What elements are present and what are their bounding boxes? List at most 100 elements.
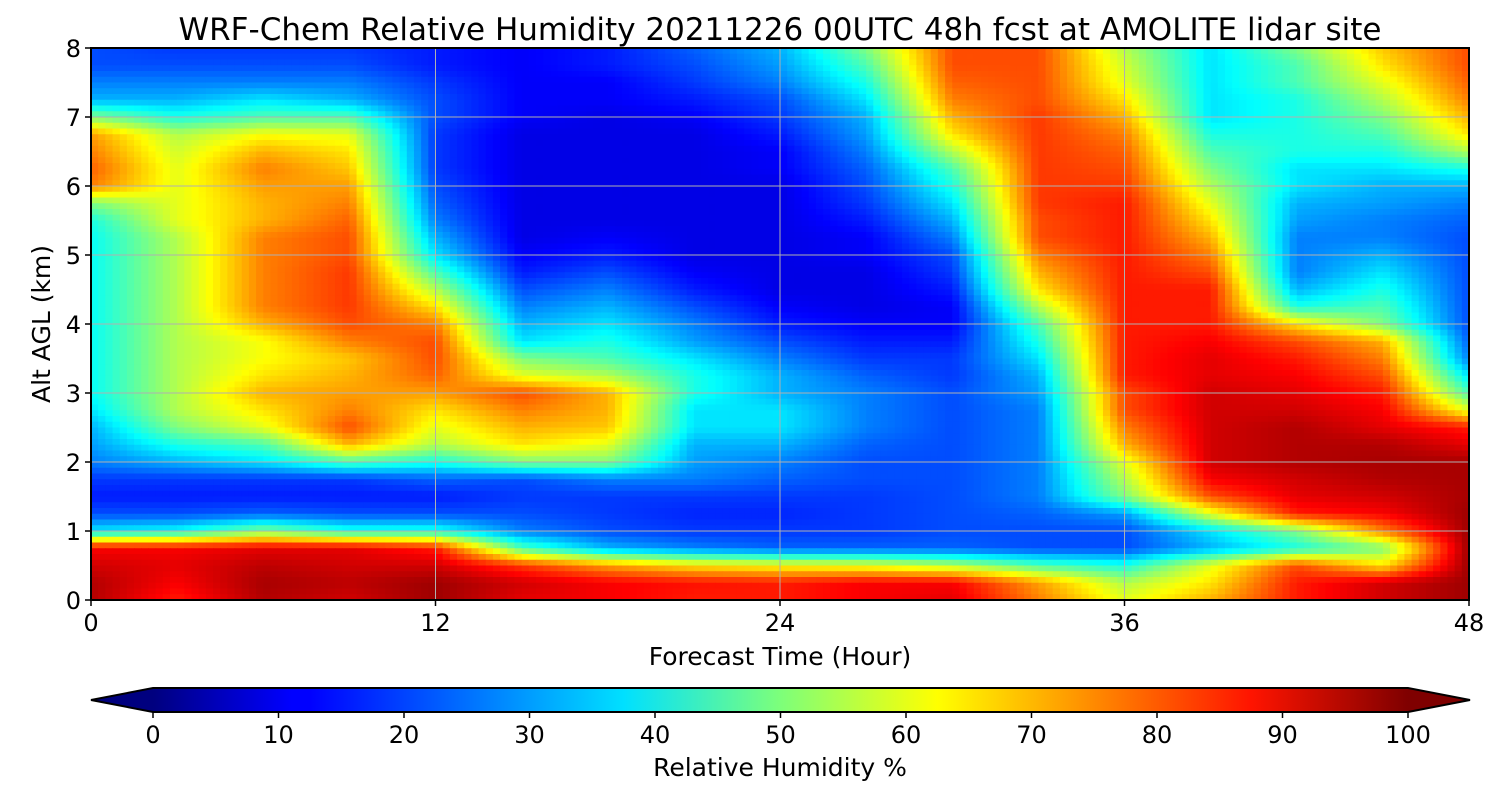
heatmap-cell bbox=[1131, 174, 1140, 181]
heatmap-cell bbox=[679, 151, 688, 158]
heatmap-cell bbox=[134, 180, 142, 187]
heatmap-cell bbox=[327, 117, 336, 124]
heatmap-cell bbox=[679, 59, 688, 66]
heatmap-cell bbox=[378, 94, 386, 101]
heatmap-cell bbox=[442, 94, 451, 101]
heatmap-cell bbox=[256, 71, 264, 78]
heatmap-cell bbox=[880, 48, 889, 55]
heatmap-cell bbox=[1167, 180, 1176, 187]
heatmap-cell bbox=[1246, 174, 1255, 181]
heatmap-cell bbox=[507, 163, 516, 170]
heatmap-cell bbox=[643, 117, 652, 124]
heatmap-cell bbox=[1296, 191, 1305, 199]
heatmap-cell bbox=[1275, 94, 1283, 101]
heatmap-cell bbox=[428, 180, 437, 187]
heatmap-cell bbox=[442, 186, 451, 193]
heatmap-cell bbox=[801, 48, 810, 55]
heatmap-cell bbox=[823, 163, 831, 170]
heatmap-cell bbox=[823, 151, 831, 158]
heatmap-cell bbox=[177, 82, 185, 89]
heatmap-cell bbox=[1454, 82, 1463, 89]
heatmap-cell bbox=[844, 157, 853, 164]
heatmap-cell bbox=[1160, 151, 1169, 158]
heatmap-cell bbox=[1181, 105, 1190, 112]
heatmap-cell bbox=[808, 65, 817, 72]
heatmap-cell bbox=[988, 157, 996, 164]
heatmap-cell bbox=[600, 82, 609, 89]
heatmap-cell bbox=[952, 94, 961, 101]
heatmap-cell bbox=[916, 151, 925, 158]
heatmap-cell bbox=[1002, 157, 1011, 164]
heatmap-cell bbox=[1031, 117, 1039, 124]
heatmap-cell bbox=[1268, 191, 1276, 199]
heatmap-cell bbox=[98, 82, 106, 89]
heatmap-cell bbox=[205, 82, 214, 89]
heatmap-cell bbox=[650, 151, 659, 158]
heatmap-cell bbox=[794, 145, 803, 153]
heatmap-cell bbox=[636, 76, 645, 84]
heatmap-cell bbox=[528, 140, 537, 147]
heatmap-cell bbox=[550, 117, 559, 124]
heatmap-cell bbox=[1189, 94, 1197, 101]
heatmap-cell bbox=[772, 140, 781, 147]
heatmap-cell bbox=[1239, 94, 1248, 101]
heatmap-cell bbox=[758, 94, 767, 101]
heatmap-cell bbox=[1210, 128, 1219, 135]
heatmap-cell bbox=[528, 122, 537, 130]
heatmap-cell bbox=[643, 151, 652, 158]
heatmap-cell bbox=[1303, 105, 1312, 112]
heatmap-cell bbox=[205, 122, 214, 130]
heatmap-cell bbox=[1425, 105, 1434, 112]
heatmap-cell bbox=[1239, 140, 1248, 147]
heatmap-cell bbox=[478, 111, 487, 118]
heatmap-cell bbox=[1325, 168, 1334, 176]
heatmap-cell bbox=[579, 105, 587, 112]
heatmap-cell bbox=[392, 191, 401, 199]
heatmap-cell bbox=[478, 191, 487, 199]
heatmap-cell bbox=[299, 157, 307, 164]
heatmap-cell bbox=[1390, 111, 1398, 118]
heatmap-cell bbox=[370, 65, 379, 72]
heatmap-cell bbox=[1260, 59, 1269, 66]
heatmap-cell bbox=[923, 65, 932, 72]
heatmap-cell bbox=[686, 128, 695, 135]
heatmap-cell bbox=[119, 82, 128, 89]
heatmap-cell bbox=[514, 145, 523, 153]
heatmap-cell bbox=[492, 186, 501, 193]
heatmap-cell bbox=[1024, 82, 1032, 89]
heatmap-cell bbox=[902, 117, 910, 124]
heatmap-cell bbox=[112, 140, 121, 147]
heatmap-cell bbox=[500, 105, 508, 112]
heatmap-cell bbox=[413, 111, 422, 118]
heatmap-cell bbox=[356, 76, 365, 84]
heatmap-cell bbox=[593, 88, 602, 95]
heatmap-cell bbox=[263, 145, 272, 153]
heatmap-cell bbox=[629, 140, 638, 147]
heatmap-cell bbox=[1045, 65, 1054, 72]
heatmap-cell bbox=[808, 76, 817, 84]
heatmap-cell bbox=[1052, 180, 1061, 187]
heatmap-cell bbox=[1260, 94, 1269, 101]
heatmap-cell bbox=[413, 174, 422, 181]
heatmap-cell bbox=[256, 163, 264, 170]
heatmap-cell bbox=[794, 128, 803, 135]
heatmap-cell bbox=[1239, 180, 1248, 187]
heatmap-cell bbox=[722, 48, 731, 55]
heatmap-cell bbox=[521, 168, 530, 176]
heatmap-cell bbox=[729, 180, 738, 187]
heatmap-cell bbox=[858, 122, 867, 130]
heatmap-cell bbox=[665, 105, 673, 112]
heatmap-cell bbox=[162, 71, 171, 78]
heatmap-cell bbox=[198, 71, 207, 78]
heatmap-cell bbox=[220, 157, 228, 164]
heatmap-cell bbox=[1189, 145, 1197, 153]
heatmap-cell bbox=[1088, 117, 1097, 124]
heatmap-cell bbox=[1095, 168, 1104, 176]
heatmap-cell bbox=[1390, 174, 1398, 181]
heatmap-cell bbox=[392, 180, 401, 187]
heatmap-cell bbox=[909, 117, 917, 124]
heatmap-cell bbox=[1067, 88, 1075, 95]
heatmap-cell bbox=[227, 122, 236, 130]
heatmap-cell bbox=[112, 191, 121, 199]
heatmap-cell bbox=[1440, 122, 1449, 130]
